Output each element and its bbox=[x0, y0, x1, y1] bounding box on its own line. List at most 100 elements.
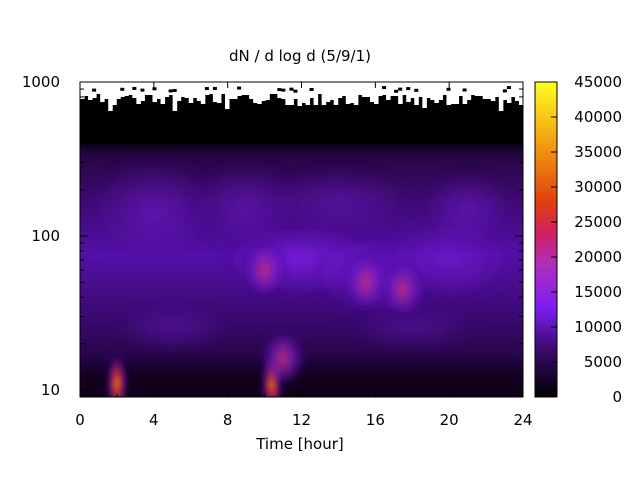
heatmap-region bbox=[258, 165, 419, 236]
no-data-cell bbox=[80, 82, 85, 99]
no-data-cell bbox=[301, 82, 307, 103]
no-data-region bbox=[80, 82, 523, 150]
colorbar bbox=[534, 81, 558, 398]
no-data-cell bbox=[180, 82, 186, 97]
colorbar-tick-label: 10000 bbox=[574, 318, 622, 336]
no-data-cell bbox=[208, 82, 214, 94]
x-tick-label: 16 bbox=[366, 411, 385, 429]
no-data-cell bbox=[313, 82, 319, 105]
plot-area bbox=[80, 82, 523, 397]
no-data-cell bbox=[369, 82, 375, 102]
no-data-cell bbox=[168, 82, 174, 95]
no-data-cell bbox=[426, 82, 431, 98]
heatmap-region bbox=[83, 153, 224, 264]
no-data-cell bbox=[233, 82, 238, 99]
no-data-cell bbox=[124, 82, 129, 96]
x-tick-label: 8 bbox=[223, 411, 233, 429]
no-data-cell bbox=[88, 82, 93, 100]
no-data-cell bbox=[321, 82, 327, 105]
no-data-cell bbox=[116, 82, 121, 99]
heatmap-region bbox=[112, 303, 233, 354]
sparse-data-cell bbox=[237, 86, 242, 90]
y-axis: 10 100 1000 bbox=[22, 73, 523, 399]
sparse-data-cell bbox=[277, 88, 282, 92]
no-data-cell bbox=[490, 82, 496, 101]
top-dark-fade bbox=[80, 137, 523, 150]
no-data-cell bbox=[148, 82, 153, 95]
x-tick-label: 12 bbox=[292, 411, 311, 429]
y-tick-label: 10 bbox=[41, 381, 60, 399]
no-data-cell bbox=[325, 82, 331, 102]
no-data-cell bbox=[196, 82, 202, 101]
no-data-cell bbox=[357, 82, 363, 95]
no-data-cell bbox=[184, 82, 190, 98]
no-data-cell bbox=[474, 82, 480, 96]
no-data-cell bbox=[514, 82, 520, 101]
x-axis-label: Time [hour] bbox=[255, 435, 344, 453]
no-data-cell bbox=[450, 82, 456, 104]
no-data-cell bbox=[418, 82, 423, 97]
no-data-cell bbox=[249, 82, 254, 99]
no-data-cell bbox=[265, 82, 270, 100]
no-data-cell bbox=[430, 82, 435, 100]
sparse-data-cell bbox=[406, 87, 411, 91]
no-data-cell bbox=[466, 82, 472, 100]
colorbar-tick-label: 0 bbox=[612, 388, 622, 406]
y-tick-label: 100 bbox=[31, 227, 60, 245]
no-data-cell bbox=[486, 82, 492, 99]
chart-title: dN / d log d (5/9/1) bbox=[229, 47, 371, 65]
heatmap-region bbox=[417, 168, 518, 249]
sparse-data-cell bbox=[293, 89, 298, 93]
no-data-cell bbox=[478, 82, 484, 96]
feature-peak bbox=[269, 336, 298, 381]
no-data-cell bbox=[108, 82, 113, 111]
no-data-cell bbox=[144, 82, 149, 95]
no-data-cell bbox=[317, 82, 323, 94]
no-data-cell bbox=[434, 82, 439, 103]
no-data-cell bbox=[378, 82, 383, 96]
no-data-cell bbox=[438, 82, 443, 100]
no-data-cell bbox=[156, 82, 162, 99]
no-data-cell bbox=[349, 82, 355, 103]
no-data-cell bbox=[192, 82, 198, 98]
sparse-data-cell bbox=[120, 87, 125, 91]
no-data-cell bbox=[446, 82, 452, 105]
colorbar-tick-label: 45000 bbox=[574, 73, 622, 91]
no-data-cell bbox=[353, 82, 359, 105]
no-data-cell bbox=[410, 82, 415, 98]
colorbar-tick-label: 35000 bbox=[574, 143, 622, 161]
no-data-cell bbox=[200, 82, 206, 104]
feature-peak bbox=[389, 267, 418, 312]
x-tick-label: 24 bbox=[513, 411, 532, 429]
no-data-cell bbox=[220, 82, 226, 94]
colorbar-tick-label: 15000 bbox=[574, 283, 622, 301]
no-data-cell bbox=[152, 82, 158, 102]
sparse-data-cell bbox=[289, 87, 294, 91]
heatmap-cells bbox=[80, 153, 523, 397]
no-data-cell bbox=[261, 82, 266, 101]
no-data-cell bbox=[104, 82, 109, 99]
colorbar-axis: 0 5000 10000 15000 20000 25000 30000 35000 40000… bbox=[551, 73, 622, 406]
x-tick-label: 0 bbox=[75, 411, 85, 429]
no-data-cell bbox=[442, 82, 447, 95]
no-data-cell bbox=[84, 82, 89, 96]
no-data-cell bbox=[96, 82, 101, 94]
sparse-data-cell bbox=[152, 87, 158, 91]
no-data-cell bbox=[494, 82, 500, 97]
no-data-cell bbox=[462, 82, 468, 104]
sparse-data-cell bbox=[132, 86, 137, 90]
colorbar-tick-label: 20000 bbox=[574, 248, 622, 266]
no-data-cell bbox=[241, 82, 246, 95]
no-data-cell bbox=[390, 82, 395, 96]
sparse-data-cell bbox=[382, 86, 387, 90]
sparse-data-cell bbox=[168, 89, 174, 93]
no-data-cell bbox=[100, 82, 105, 102]
feature-peak bbox=[250, 248, 279, 293]
no-data-cell bbox=[394, 82, 399, 96]
feature-peak bbox=[109, 359, 124, 397]
no-data-cell bbox=[136, 82, 141, 104]
x-axis: 0 4 8 12 16 20 24 bbox=[75, 82, 533, 429]
no-data-cell bbox=[297, 82, 302, 106]
sparse-data-cell bbox=[172, 88, 178, 92]
no-data-cell bbox=[128, 82, 133, 95]
